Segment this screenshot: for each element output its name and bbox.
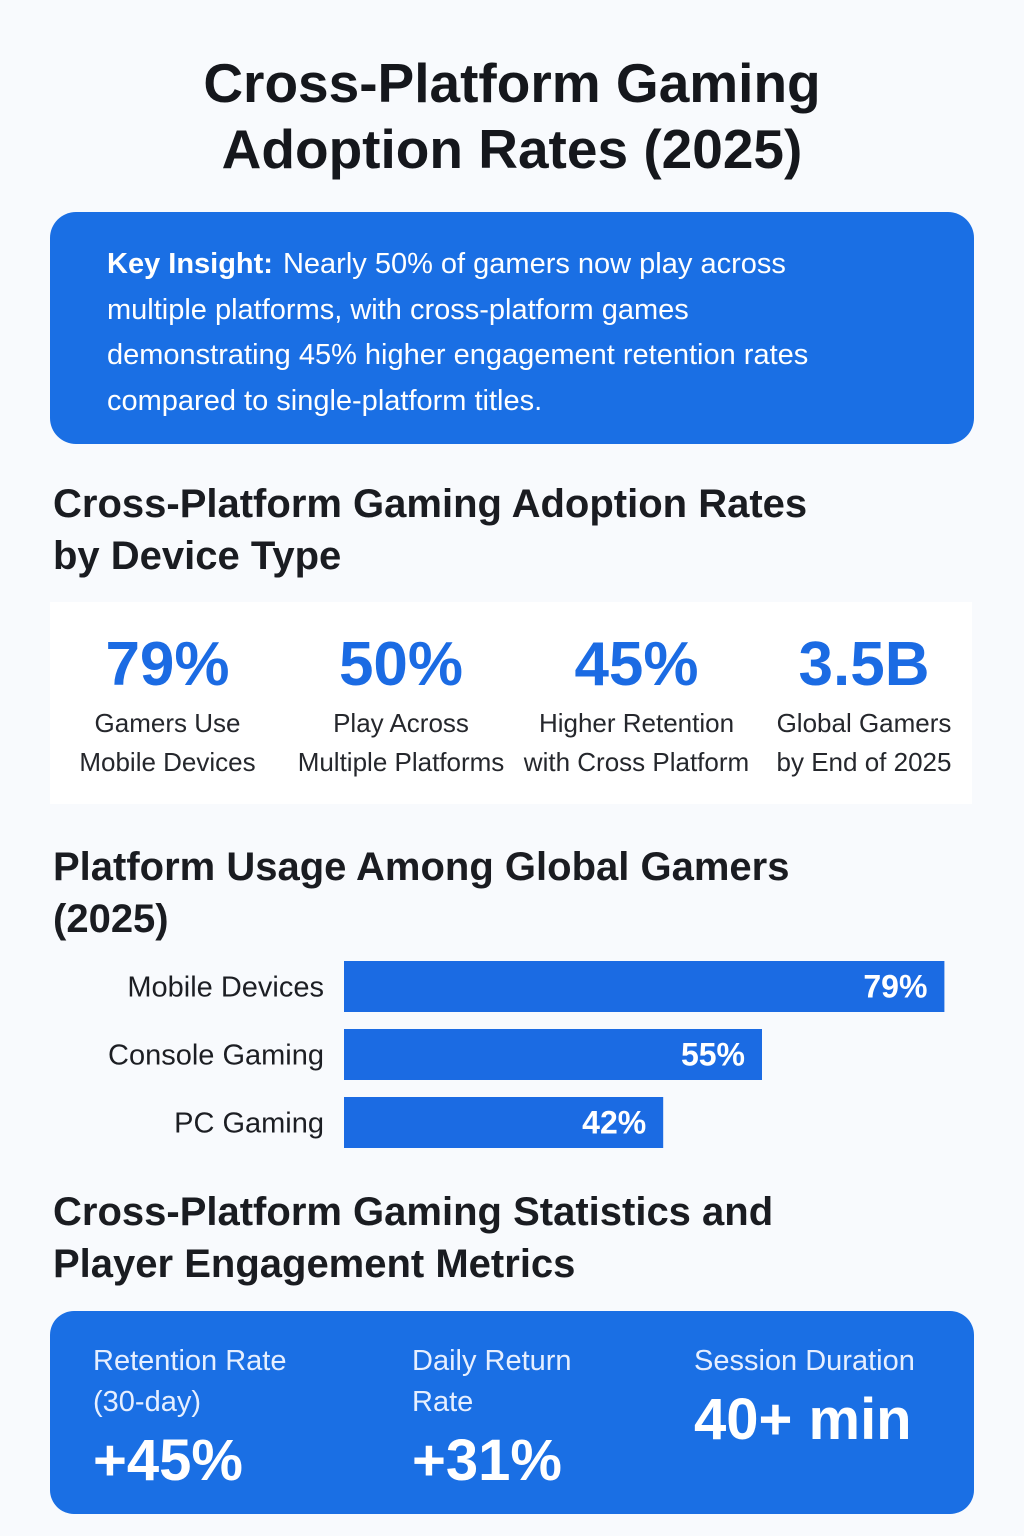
stat-label-line-2: with Cross Platform (523, 747, 750, 777)
bar-value-label: 55% (681, 1037, 745, 1073)
metric-label-line-2: Rate (412, 1386, 474, 1418)
insight-line-4: compared to single-platform titles. (107, 384, 543, 417)
metric-daily-return-rate: Daily Return Rate +31% (412, 1341, 572, 1495)
bar (344, 961, 945, 1012)
stat-value: 45% (574, 630, 699, 699)
metric-value: +31% (412, 1428, 562, 1493)
bar-category-label: Mobile Devices (127, 972, 324, 1004)
page-title: Cross-Platform Gaming Adoption Rates (20… (0, 50, 1024, 182)
adoption-section-title-line-2: by Device Type (53, 534, 342, 578)
key-insight-box: Key Insight: Nearly 50% of gamers now pla… (50, 212, 974, 444)
stat-label: Higher Retention with Cross Platform (517, 704, 756, 782)
page-title-line-2: Adoption Rates (2025) (221, 118, 803, 180)
stat-label: Global Gamers by End of 2025 (756, 704, 972, 782)
stat-value: 50% (338, 630, 464, 699)
platform-usage-bar-chart: Mobile Devices 79% Console Gaming 55% PC Gam… (108, 961, 945, 1148)
bar (344, 1097, 664, 1148)
insight-line-3: demonstrating 45% higher engagement rete… (107, 339, 809, 371)
metric-label-line-1: Daily Return (412, 1345, 572, 1377)
metric-label-line-1: Retention Rate (93, 1345, 287, 1377)
stat-label-line-2: by End of 2025 (776, 747, 952, 777)
metric-label: Session Duration (694, 1341, 915, 1382)
stat-mobile: 79% Gamers Use Mobile Devices (50, 602, 285, 804)
stat-multi-platform: 50% Play Across Multiple Platforms (285, 602, 517, 804)
engagement-metrics-box: Retention Rate (30-day) +45% Daily Retur… (50, 1311, 974, 1514)
metric-label-line-2: (30-day) (93, 1386, 201, 1418)
insight-line-1: Key Insight: Nearly 50% of gamers now pla… (107, 242, 914, 288)
bar (344, 1029, 762, 1080)
engagement-section-title-line-1: Cross-Platform Gaming Statistics and (53, 1190, 774, 1234)
platform-usage-title-line-1: Platform Usage Among Global Gamers (53, 845, 790, 889)
stat-value: 3.5B (798, 630, 930, 699)
insight-label: Key Insight: (107, 248, 273, 280)
stat-value: 79% (105, 630, 230, 699)
bar-category-label: PC Gaming (174, 1108, 324, 1140)
engagement-section-title-line-2: Player Engagement Metrics (53, 1242, 576, 1286)
metric-value: 40+ min (694, 1387, 912, 1452)
metric-label: Daily Return Rate (412, 1341, 572, 1423)
stat-label: Gamers Use Mobile Devices (50, 704, 285, 782)
stat-label-line-2: Multiple Platforms (297, 747, 505, 777)
bar-value-label: 79% (863, 969, 927, 1005)
stat-label-line-1: Higher Retention (538, 708, 735, 738)
stat-label-line-1: Global Gamers (776, 708, 952, 738)
adoption-section-title-line-1: Cross-Platform Gaming Adoption Rates (53, 482, 808, 526)
metric-label: Retention Rate (30-day) (93, 1341, 286, 1423)
stats-card: 79% Gamers Use Mobile Devices 50% Play A… (50, 602, 972, 804)
metric-retention-rate: Retention Rate (30-day) +45% (93, 1341, 286, 1495)
bar-category-label: Console Gaming (108, 1040, 324, 1072)
page-title-line-1: Cross-Platform Gaming (203, 52, 821, 114)
stat-label: Play Across Multiple Platforms (285, 704, 517, 782)
adoption-section-title: Cross-Platform Gaming Adoption Rates by … (53, 478, 953, 582)
insight-line-2: multiple platforms, with cross-platform … (107, 293, 689, 326)
platform-usage-title: Platform Usage Among Global Gamers (2025… (53, 841, 953, 945)
metric-value: +45% (93, 1428, 243, 1493)
platform-usage-title-line-2: (2025) (53, 897, 169, 941)
bar-value-label: 42% (582, 1105, 646, 1141)
stat-label-line-1: Play Across (333, 708, 469, 738)
stat-label-line-1: Gamers Use (94, 708, 241, 738)
engagement-section-title: Cross-Platform Gaming Statistics and Pla… (53, 1186, 953, 1290)
metric-session-duration: Session Duration 40+ min (694, 1341, 915, 1454)
metric-label-line-1: Session Duration (694, 1345, 915, 1377)
stat-label-line-2: Mobile Devices (79, 747, 256, 777)
insight-text-1: Nearly 50% of gamers now play across (282, 248, 786, 280)
stat-global-gamers: 3.5B Global Gamers by End of 2025 (756, 602, 972, 804)
stat-retention: 45% Higher Retention with Cross Platform (517, 602, 756, 804)
